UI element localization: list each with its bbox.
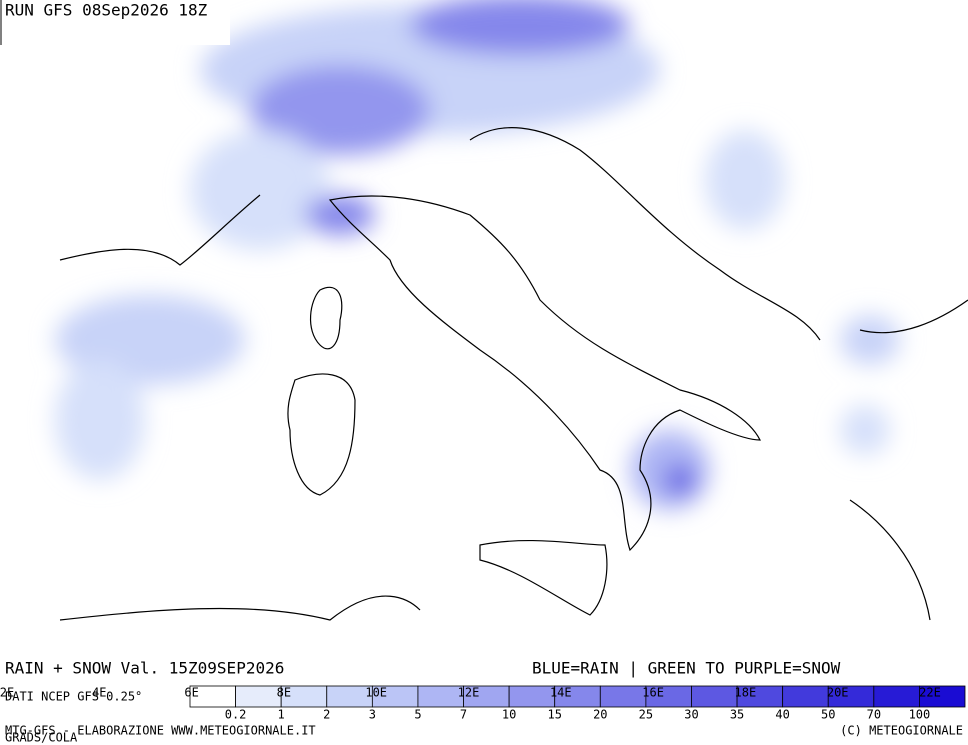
- colorbar-swatch: [873, 685, 920, 708]
- longitude-label: 2E: [0, 686, 14, 700]
- colorbar-swatch: [599, 685, 647, 708]
- colorbar-label: 2: [323, 708, 330, 722]
- header-box: [0, 0, 230, 45]
- longitude-label: 18E: [735, 686, 757, 700]
- colorbar-swatch: [691, 685, 738, 708]
- colorbar-label: 0.2: [225, 708, 247, 722]
- colorbar: 0.2 1 2 3 5 7 10 15 20 25 30 35 40 50 70 100: [189, 685, 966, 722]
- longitude-label: 4E: [92, 686, 106, 700]
- colorbar-swatch: [919, 685, 966, 708]
- colorbar-label: 3: [369, 708, 376, 722]
- colorbar-label: 20: [593, 708, 607, 722]
- map-title: RAIN + SNOW Val. 15Z09SEP2026: [5, 659, 284, 678]
- grads-label: GRADS/COLA: [5, 731, 78, 745]
- longitude-label: 12E: [458, 686, 480, 700]
- colorbar-label: 50: [821, 708, 835, 722]
- longitude-label: 10E: [365, 686, 387, 700]
- copyright-label: (C) METEOGIORNALE: [840, 724, 963, 738]
- colorbar-label: 30: [684, 708, 698, 722]
- colorbar-label: 40: [775, 708, 789, 722]
- colorbar-label: 10: [502, 708, 516, 722]
- colorbar-label: 5: [414, 708, 421, 722]
- longitude-label: 20E: [827, 686, 849, 700]
- longitude-label: 22E: [919, 686, 941, 700]
- colorbar-label: 35: [730, 708, 744, 722]
- colorbar-label: 7: [460, 708, 467, 722]
- colorbar-label: 70: [867, 708, 881, 722]
- longitude-label: 14E: [550, 686, 572, 700]
- colorbar-swatch: [235, 685, 282, 708]
- longitude-label: 8E: [277, 686, 291, 700]
- legend-note: BLUE=RAIN | GREEN TO PURPLE=SNOW: [532, 659, 841, 678]
- longitude-label: 6E: [184, 686, 198, 700]
- colorbar-swatch: [508, 685, 556, 708]
- colorbar-label: 15: [547, 708, 561, 722]
- coastlines: [59, 127, 968, 621]
- colorbar-swatch: [782, 685, 829, 708]
- colorbar-label: 25: [639, 708, 653, 722]
- colorbar-label: 1: [278, 708, 285, 722]
- credit-label: MTG-GFS - ELABORAZIONE WWW.METEOGIORNALE…: [5, 724, 316, 738]
- colorbar-label: 100: [909, 708, 931, 722]
- run-label: RUN GFS 08Sep2026 18Z: [5, 1, 208, 20]
- source-label: DATI NCEP GFS 0.25°: [5, 690, 142, 704]
- longitude-label: 16E: [642, 686, 664, 700]
- precipitation-field: [55, 0, 900, 510]
